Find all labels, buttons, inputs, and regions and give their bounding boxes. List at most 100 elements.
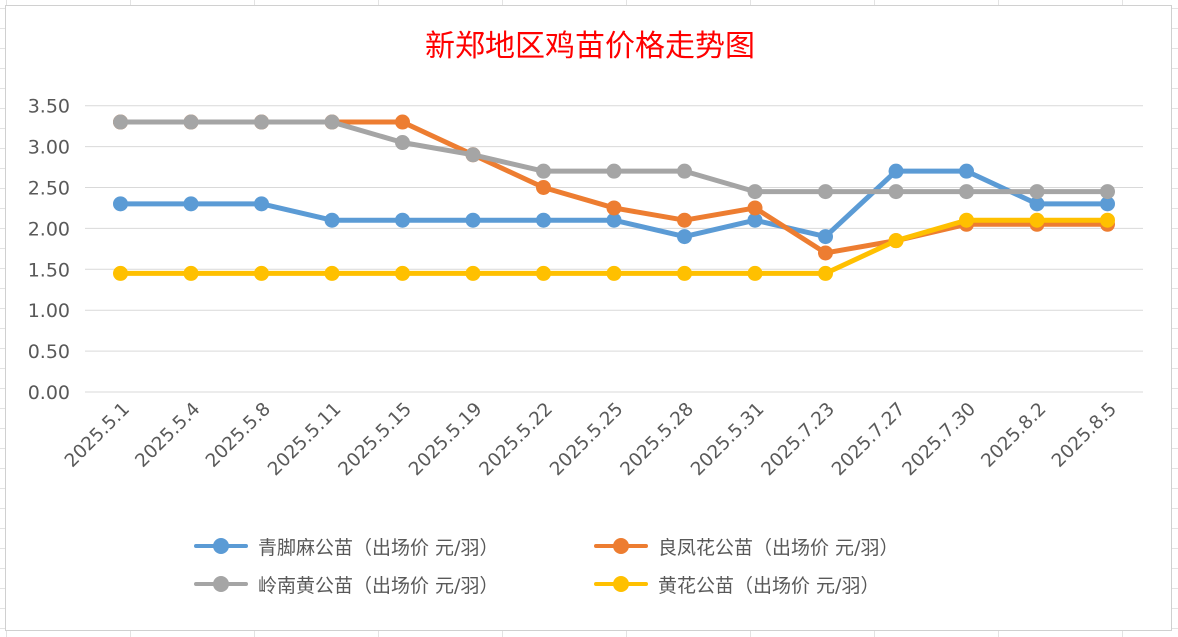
data-point (536, 265, 551, 281)
series (113, 212, 1115, 281)
data-point (183, 196, 199, 212)
data-point (818, 265, 833, 281)
data-point (606, 163, 622, 179)
data-point (747, 200, 763, 216)
legend-item[interactable]: 青脚麻公苗（出场价 元/羽） (190, 533, 590, 559)
data-point (324, 212, 340, 228)
data-point (1100, 196, 1115, 212)
data-point (677, 229, 692, 245)
x-tick-label: 2025.5.11 (264, 399, 345, 480)
series-line (118, 119, 1110, 195)
data-point (536, 163, 551, 179)
data-point (959, 212, 974, 228)
x-tick-label: 2025.8.2 (977, 399, 1050, 472)
data-point (254, 196, 269, 212)
data-point (324, 114, 340, 130)
data-point (959, 163, 974, 179)
data-point (465, 147, 481, 163)
data-point (818, 229, 833, 245)
y-axis-ticks: 0.00 0.50 1.00 1.50 2.00 2.50 3.00 3.50 (28, 96, 70, 404)
x-tick-label: 2025.8.5 (1048, 399, 1121, 472)
data-point (888, 163, 904, 179)
y-tick-label: 0.00 (28, 382, 70, 404)
legend-item[interactable]: 良凤花公苗（出场价 元/羽） (590, 533, 990, 559)
data-point (606, 200, 622, 216)
x-tick-label: 2025.7.23 (758, 399, 839, 480)
x-tick-label: 2025.5.22 (476, 399, 557, 480)
legend-dot (213, 538, 229, 554)
data-point (395, 212, 410, 228)
y-tick-label: 2.50 (28, 178, 70, 200)
y-tick-label: 3.50 (28, 96, 70, 118)
data-point (254, 114, 269, 130)
x-tick-label: 2025.5.19 (405, 399, 486, 480)
data-point (959, 184, 974, 200)
legend-dot (613, 538, 629, 554)
series (113, 163, 1115, 245)
data-point (465, 212, 481, 228)
data-point (888, 233, 904, 249)
data-point (818, 245, 833, 261)
y-tick-label: 1.50 (28, 259, 70, 281)
legend-swatch-icon (590, 533, 652, 559)
data-point (183, 114, 199, 130)
data-point (395, 265, 410, 281)
x-tick-label: 2025.7.30 (899, 399, 980, 480)
data-point (677, 212, 692, 228)
data-point (1100, 184, 1115, 200)
x-tick-label: 2025.5.8 (202, 399, 275, 472)
legend-label: 岭南黄公苗（出场价 元/羽） (258, 574, 499, 597)
data-point (1029, 212, 1045, 228)
y-tick-label: 3.00 (28, 137, 70, 159)
legend-label: 良凤花公苗（出场价 元/羽） (658, 536, 899, 559)
chart-area[interactable] (5, 5, 1172, 631)
data-point (747, 212, 763, 228)
y-tick-label: 1.00 (28, 300, 70, 322)
data-point (677, 163, 692, 179)
legend-swatch-icon (190, 571, 252, 597)
x-tick-label: 2025.5.1 (61, 399, 134, 472)
data-point (818, 184, 833, 200)
data-point (606, 265, 622, 281)
data-point (113, 265, 128, 281)
data-point (1100, 212, 1115, 228)
data-point (465, 265, 481, 281)
legend-item[interactable]: 黄花公苗（出场价 元/羽） (590, 571, 990, 597)
legend: 青脚麻公苗（出场价 元/羽） 良凤花公苗（出场价 元/羽） 岭南黄公苗（出场价 … (190, 533, 1010, 597)
y-tick-label: 2.00 (28, 218, 70, 240)
x-tick-label: 2025.5.31 (687, 399, 768, 480)
data-point (888, 184, 904, 200)
data-point (395, 114, 410, 130)
chart-title: 新郑地区鸡苗价格走势图 (425, 29, 755, 64)
data-point (747, 184, 763, 200)
data-point (606, 212, 622, 228)
legend-swatch-icon (190, 533, 252, 559)
series (113, 114, 1115, 200)
data-point (183, 265, 199, 281)
x-tick-label: 2025.5.15 (335, 399, 416, 480)
x-tick-label: 2025.5.28 (617, 399, 698, 480)
legend-label: 青脚麻公苗（出场价 元/羽） (258, 536, 499, 559)
data-point (113, 114, 128, 130)
legend-dot (613, 576, 629, 592)
y-tick-label: 0.50 (28, 341, 70, 363)
data-point (747, 265, 763, 281)
data-point (113, 196, 128, 212)
data-point (1029, 196, 1045, 212)
gridlines (85, 105, 1143, 393)
x-tick-label: 2025.5.25 (546, 399, 627, 480)
legend-dot (213, 576, 229, 592)
data-point (1029, 184, 1045, 200)
data-point (324, 265, 340, 281)
data-point (254, 265, 269, 281)
legend-label: 黄花公苗（出场价 元/羽） (658, 574, 880, 597)
legend-swatch-icon (590, 571, 652, 597)
data-point (395, 135, 410, 151)
x-tick-label: 2025.5.4 (131, 399, 204, 472)
data-point (536, 180, 551, 195)
legend-item[interactable]: 岭南黄公苗（出场价 元/羽） (190, 571, 590, 597)
data-point (677, 265, 692, 281)
x-tick-label: 2025.7.27 (828, 399, 909, 480)
x-axis-ticks: 2025.5.12025.5.42025.5.82025.5.112025.5.… (61, 399, 1121, 480)
